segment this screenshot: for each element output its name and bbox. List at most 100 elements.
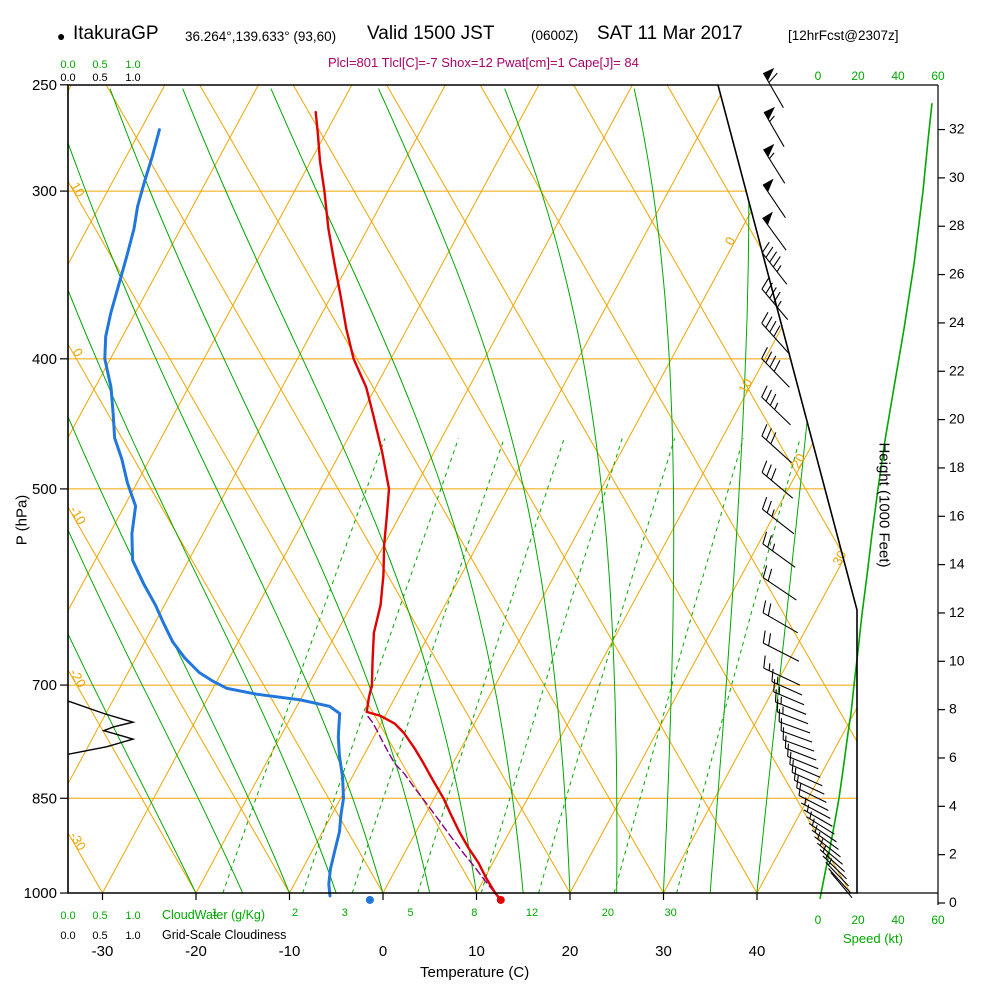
speed-tick-label-bottom: 20 [851,913,865,927]
wind-barb-staff [761,435,792,464]
dry-adiabat-line [199,85,664,893]
wind-barb-full [793,767,797,781]
wind-barb-full [767,568,773,582]
isotherm-line [102,85,540,893]
wind-barb-full [796,775,799,788]
dry-adiabat-label: 0 [70,346,87,360]
stability-indices: Plcl=801 Tlcl[C]=-7 Shox=12 Pwat[cm]=1 C… [328,55,639,70]
wind-barb-staff [808,822,837,843]
mixing-ratio-label: 1 [212,907,218,919]
wind-barb-full [761,311,769,324]
cloudiness-scale-top: 0.0 [60,72,75,84]
wind-barb-half [771,543,776,552]
height-tick-label: 2 [949,846,957,862]
moist-adiabat-line [633,88,675,893]
wind-barb-half [825,851,830,859]
wind-barb-full [761,277,770,290]
cloudiness-scale-bottom: 0.5 [92,930,107,942]
height-tick-label: 24 [949,314,965,330]
station-marker-icon: ● [57,28,66,44]
height-tick-label: 8 [949,701,957,717]
pressure-tick-label: 700 [32,677,57,694]
moist-adiabat-line [709,88,750,893]
wind-barb-staff [828,868,852,894]
moist-adiabat-line [504,88,618,893]
temperature-tick-label: -30 [92,943,114,960]
wind-barb-full [761,424,768,437]
mixing-ratio-label: 2 [292,907,298,919]
isotherm-line [756,85,857,893]
cloud-scale-labels: 0.00.00.00.00.50.50.50.51.01.01.01.0 [60,59,140,942]
cloudwater-scale-bottom: 1.0 [125,910,140,922]
wind-barb-full [773,325,781,337]
wind-barb-half [817,831,821,840]
temperature-axis-label: Temperature (C) [420,964,530,981]
valid-time-utc: (0600Z) [531,28,579,43]
wind-barb-staff [800,802,831,819]
wind-barb-staff [762,72,784,108]
wind-barb-flag [762,211,773,226]
wind-barb-full [765,246,774,258]
cloudiness-scale-bottom: 1.0 [125,930,140,942]
wind-barb-full [787,743,789,757]
cloudiness-path [68,700,136,755]
wind-barb-half [819,838,824,846]
isotherm-label: 30 [829,548,849,568]
wind-barb-staff [794,779,825,795]
wind-barb-full [765,351,773,364]
cloudwater-scale-bottom: 0.0 [60,910,75,922]
wind-barb-flag [763,67,775,81]
speed-tick-label-top: 0 [815,69,822,83]
wind-barb-staff [763,149,786,184]
wind-speed-curve [819,103,933,899]
wind-barb-staff [785,747,817,761]
wind-barb-full [761,497,768,510]
speed-tick-label-top: 40 [891,69,905,83]
isotherm-line [663,85,857,893]
dry-adiabat-label: -30 [67,829,89,853]
mixing-ratio-line [302,438,459,893]
wind-barb-staff [761,472,794,499]
wind-barb-flag [763,178,774,192]
wind-barb-half [822,845,827,853]
wind-barb-half [776,300,782,308]
dry-adiabat-line [479,85,857,893]
wind-barb-full [798,782,802,796]
wind-barb-staff [762,217,787,251]
temperature-tick-label: -20 [185,943,207,960]
wind-barbs [761,67,853,899]
cloudwater-scale-bottom: 0.5 [92,910,107,922]
plot-frame [60,84,945,905]
speed-tick-label-bottom: 60 [931,913,945,927]
isotherm-line [195,85,633,893]
moist-adiabat-line [109,88,431,893]
dewpoint-curve [103,128,374,904]
isotherm-line [289,85,727,893]
mixing-ratio-line [351,438,505,893]
cloudwater-scale-top: 0.5 [92,59,107,71]
temperature-tick-label: 40 [749,943,766,960]
wind-barb-staff [822,855,847,880]
pressure-tick-label: 1000 [24,885,57,902]
height-tick-label: 4 [949,797,957,813]
height-axis-label: Height (1000 Feet) [875,442,893,568]
wind-barb-full [767,535,772,548]
forecast-tag: [12hrFcst@2307z] [788,28,899,43]
mixing-ratio-line [480,438,623,893]
wind-barb-full [773,359,781,372]
wind-barb-full [761,385,768,398]
wind-barb-half [809,811,812,819]
dry-adiabat-line [666,85,857,893]
pressure-tick-label: 500 [32,481,57,498]
mixing-ratio-label: 30 [665,907,677,919]
mixing-ratio-label: 12 [526,907,538,919]
dry-adiabat-label: 10 [68,180,88,200]
wind-barb-half [774,402,779,410]
wind-barb-staff [789,763,821,778]
wind-barb-staff [761,358,790,388]
speed-curve-path [819,103,933,899]
wind-barb-staff [762,184,786,219]
pressure-tick-label: 300 [32,183,57,200]
